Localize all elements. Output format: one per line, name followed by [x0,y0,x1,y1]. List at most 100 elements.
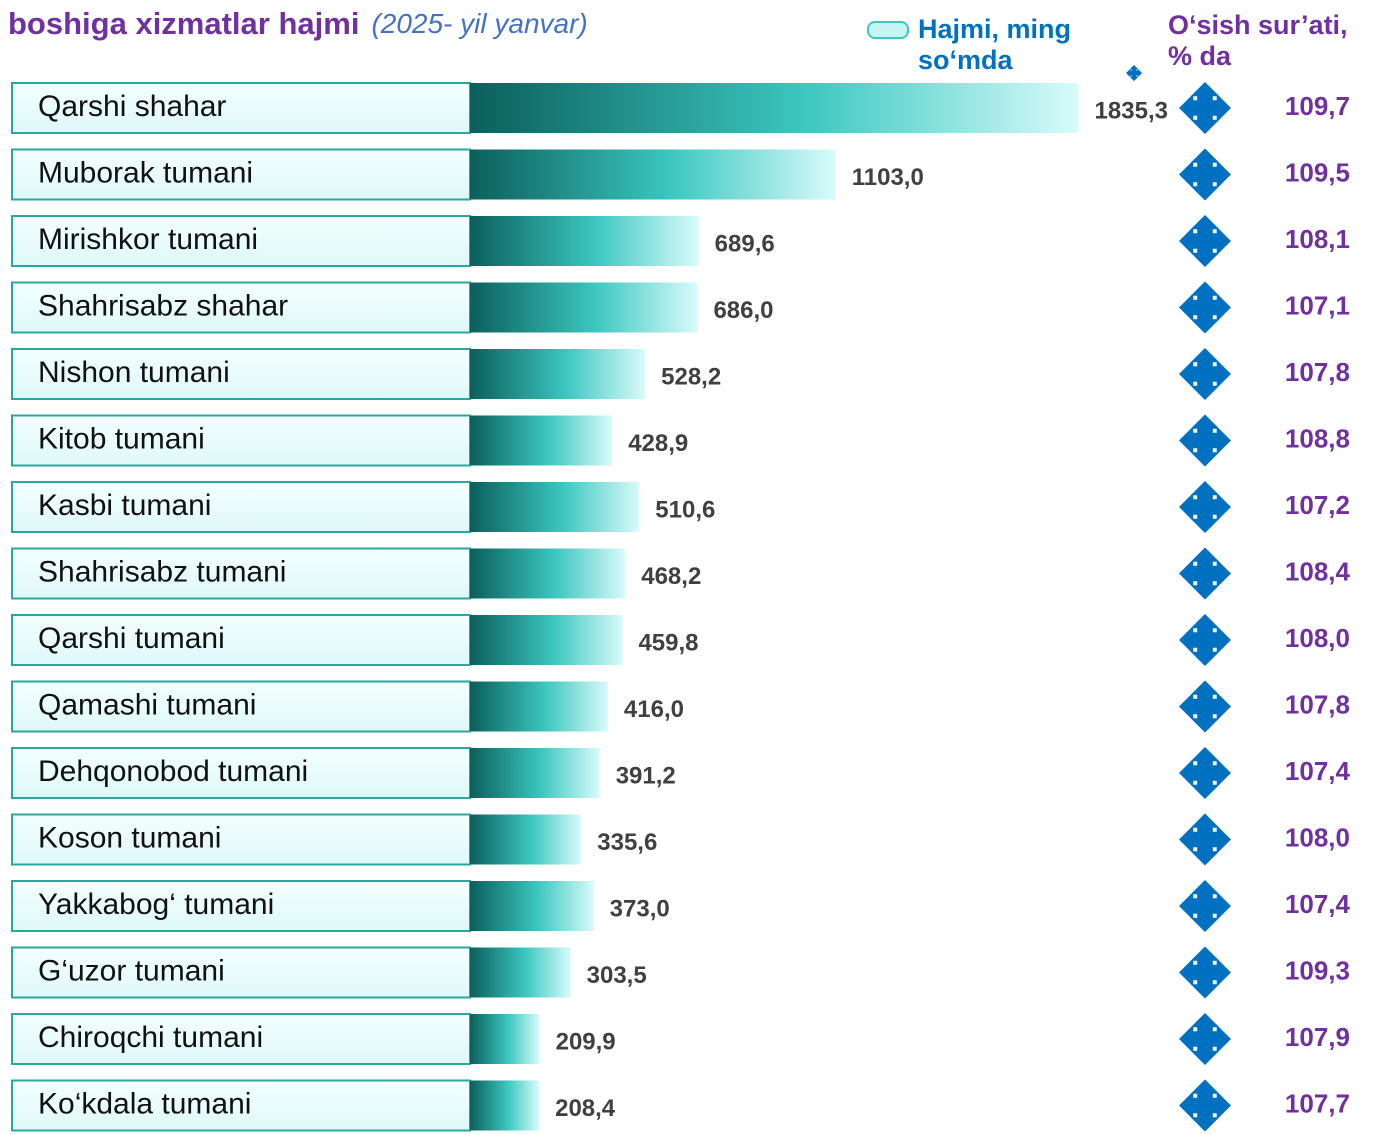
bar [470,947,571,998]
growth-marker [1179,680,1231,733]
bar [470,83,1079,133]
category-label: Nishon tumani [38,356,230,389]
category-label: Shahrisabz shahar [38,289,288,322]
value-label: 468,2 [641,563,701,590]
legend-swatch [1126,65,1142,81]
growth-label: 107,9 [1285,1022,1350,1052]
category-label: G‘uzor tumani [38,954,225,987]
category-label: Kitob tumani [38,422,205,455]
growth-label: 107,4 [1285,756,1351,786]
growth-label: 108,0 [1285,822,1350,852]
category-box [11,348,471,400]
value-label: 510,6 [655,496,715,523]
legend-label: O‘sish sur’ati, % da [1168,10,1348,71]
category-box [11,813,471,866]
growth-label: 109,5 [1285,157,1350,187]
growth-marker [1179,880,1231,932]
growth-label: 107,7 [1285,1088,1350,1118]
category-label: Qamashi tumani [38,688,256,721]
bar [470,814,582,865]
value-label: 1103,0 [852,164,924,191]
growth-marker [1179,281,1231,334]
bar [470,548,626,599]
growth-marker [1179,148,1231,201]
growth-marker [1179,1013,1231,1065]
value-label: 208,4 [555,1095,616,1122]
growth-marker [1179,946,1231,999]
growth-marker [1179,82,1231,134]
bar [470,748,600,798]
category-box [11,215,471,267]
category-label: Qarshi shahar [38,90,226,123]
category-label: Ko‘kdala tumani [38,1087,251,1120]
value-label: 373,0 [610,895,670,922]
growth-marker [1179,547,1231,600]
bar [470,415,613,466]
category-box [11,680,471,733]
category-box [11,1079,471,1132]
category-box [11,547,471,600]
growth-marker [1179,215,1231,267]
category-label: Muborak tumani [38,156,253,189]
value-label: 416,0 [624,696,684,723]
legend-swatch [867,21,909,39]
category-label: Dehqonobod tumani [38,755,308,788]
chart-subtitle: (2025- yil yanvar) [371,8,587,39]
value-label: 459,8 [638,629,698,656]
bar [470,216,699,266]
value-label: 528,2 [661,363,721,390]
value-label: 209,9 [556,1028,616,1055]
growth-marker [1179,481,1231,533]
bar [470,482,640,532]
growth-label: 107,8 [1285,357,1350,387]
category-label: Kasbi tumani [38,489,211,522]
growth-label: 109,3 [1285,955,1350,985]
category-box [11,614,471,666]
growth-marker [1179,747,1231,799]
value-label: 686,0 [713,297,773,324]
category-label: Yakkabog‘ tumani [38,888,274,921]
category-label: Shahrisabz tumani [38,555,286,588]
bar [470,615,623,665]
bar [470,681,608,732]
value-label: 1835,3 [1095,97,1168,124]
category-box [11,82,471,134]
category-label: Mirishkor tumani [38,223,258,256]
value-label: 335,6 [597,829,657,856]
category-label: Koson tumani [38,821,221,854]
growth-marker [1179,813,1231,866]
growth-label: 108,1 [1285,224,1350,254]
bar [470,349,646,399]
category-box [11,946,471,999]
legend-label: Hajmi, ming so‘mda [918,14,1072,75]
value-label: 689,6 [715,230,775,257]
value-label: 391,2 [616,762,676,789]
value-label: 303,5 [587,962,647,989]
growth-label: 109,7 [1285,91,1350,121]
category-label: Qarshi tumani [38,622,225,655]
bar [470,1014,540,1064]
bar [470,282,698,333]
title-line: boshiga xizmatlar hajmi (2025- yil yanvar… [8,6,588,41]
growth-marker [1179,614,1231,666]
chart-title: boshiga xizmatlar hajmi [8,6,359,41]
category-box [11,414,471,467]
category-box [11,148,471,201]
growth-marker [1179,348,1231,400]
value-label: 428,9 [628,430,688,457]
growth-label: 108,4 [1285,556,1351,586]
category-box [11,880,471,932]
growth-label: 107,8 [1285,689,1350,719]
bar [470,149,836,200]
growth-label: 108,8 [1285,423,1350,453]
growth-label: 107,4 [1285,889,1351,919]
bar [470,881,594,931]
category-label: Chiroqchi tumani [38,1021,263,1054]
bar [470,1080,540,1131]
growth-label: 107,1 [1285,290,1350,320]
growth-label: 107,2 [1285,490,1350,520]
growth-marker [1179,1079,1231,1132]
growth-marker [1179,414,1231,467]
